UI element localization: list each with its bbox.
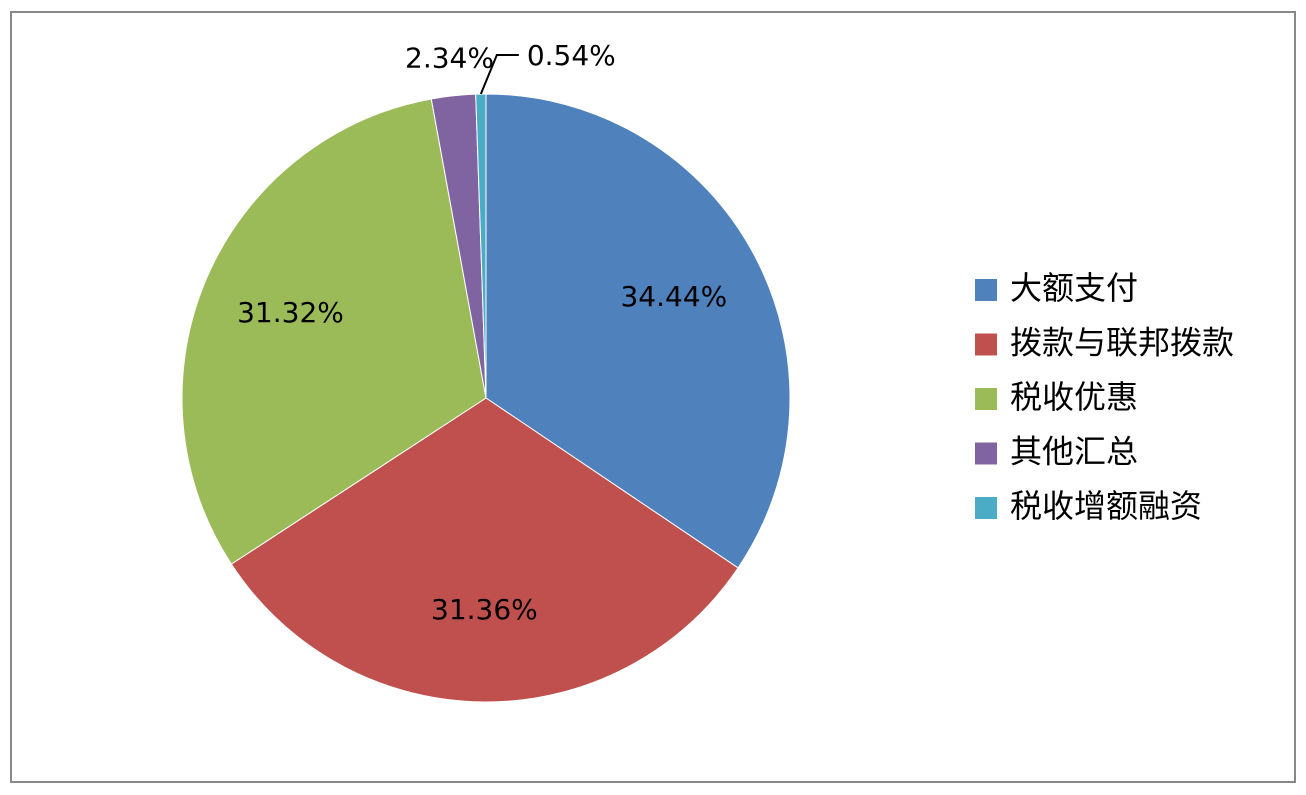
legend-label: 其他汇总 — [1010, 433, 1138, 471]
data-label: 2.34% — [405, 41, 494, 74]
legend-label: 拨款与联邦拨款 — [1010, 324, 1234, 362]
pie-slice — [230, 397, 739, 703]
legend-swatch — [975, 333, 997, 356]
pie-slice — [181, 98, 487, 565]
legend-swatch — [975, 442, 997, 465]
data-label: 31.36% — [431, 593, 538, 626]
data-label: 31.32% — [237, 296, 344, 329]
data-label: 0.54% — [527, 39, 616, 72]
legend-label: 税收优惠 — [1010, 378, 1138, 416]
data-label: 34.44% — [620, 280, 727, 313]
legend-swatch — [975, 388, 997, 410]
legend-label: 税收增额融资 — [1010, 487, 1202, 525]
legend-swatch — [975, 497, 997, 519]
pie-slice — [485, 93, 791, 569]
legend-label: 大额支付 — [1010, 269, 1138, 307]
leader-line — [479, 54, 519, 95]
legend-swatch — [975, 279, 997, 301]
